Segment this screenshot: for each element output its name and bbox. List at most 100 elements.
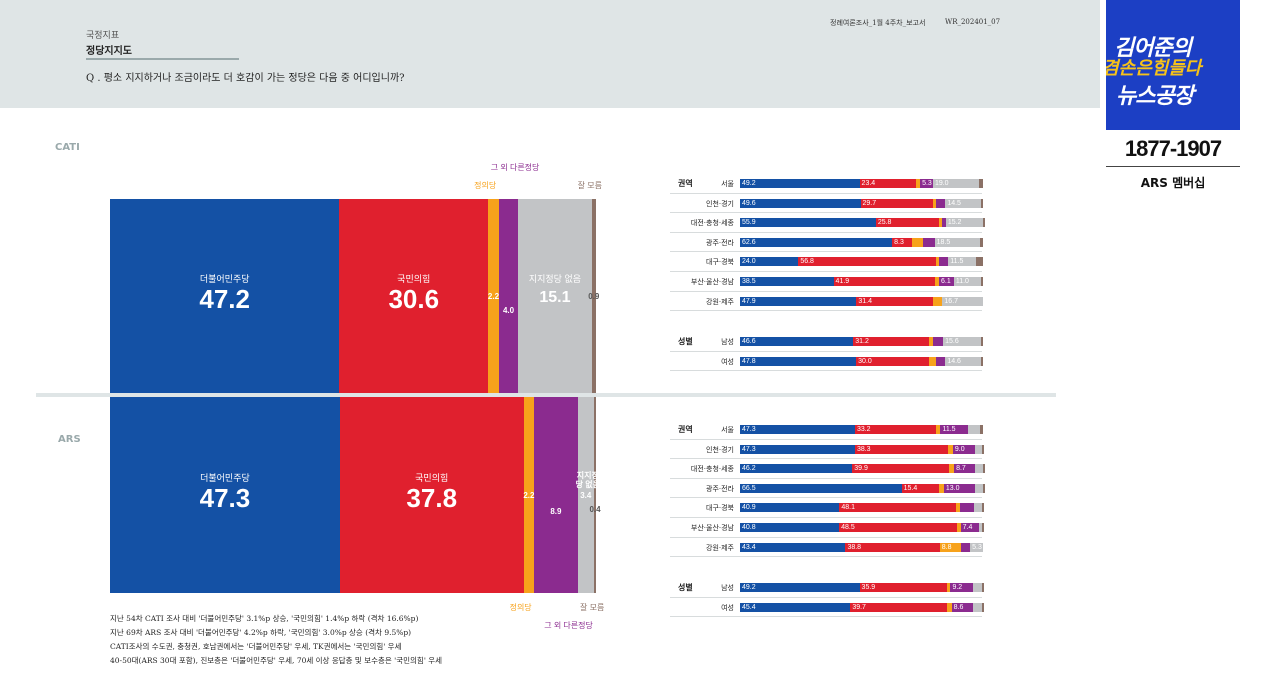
bar-seg-justice [956, 523, 961, 532]
bar-seg-other [923, 237, 935, 247]
row-label: 인천·경기 [706, 445, 734, 454]
bar-seg-ppp: 39.7 [850, 602, 947, 612]
bar-seg-other: 8.7 [954, 464, 976, 474]
callout-dk: 잘 모름 [580, 603, 605, 612]
bar-seg-other [936, 356, 946, 366]
stacked-bar: 47.3 38.3 9.0 [740, 444, 985, 454]
stacked-bar: 38.5 41.9 6.1 11.0 [740, 277, 983, 286]
party-value: 47.2 [199, 284, 250, 314]
bar-seg-dk [981, 337, 984, 346]
bar-seg-dem: 47.8 [740, 356, 857, 366]
row-separator [670, 350, 982, 352]
bar-seg-ppp: 41.9 [833, 277, 936, 286]
bar-seg-ppp: 15.4 [901, 483, 940, 493]
bar-seg-none: 14.6 [945, 356, 981, 366]
bar-seg-dk [980, 425, 983, 434]
bar-seg-dk [976, 257, 983, 267]
bar-seg-dem: 49.2 [740, 583, 860, 592]
subtitle-underline [86, 58, 239, 60]
logo-line2: 겸손은힘들다 [1106, 58, 1202, 79]
bar-seg-justice [938, 218, 943, 228]
row-label: 부산·울산·경남 [690, 524, 734, 532]
row-separator [670, 192, 982, 194]
stacked-bar: 49.6 29.7 14.5 [740, 198, 983, 208]
party-value: 15.1 [539, 289, 571, 306]
bar-seg-justice [929, 356, 937, 366]
bar-seg-none [972, 602, 983, 612]
stacked-bar: 55.9 25.8 15.2 [740, 218, 985, 228]
bar-seg-justice [912, 237, 924, 247]
main-seg-justice [523, 397, 535, 593]
section-label-ars: ARS [58, 434, 81, 445]
row-label: 대전·충청·세종 [690, 465, 734, 474]
bar-seg-dem: 47.3 [740, 444, 855, 454]
main-small-value-dk: 0.9 [588, 292, 600, 301]
party-value: 30.6 [388, 284, 440, 314]
bar-seg-dem: 40.9 [740, 503, 840, 513]
bar-seg-none: 5.3 [970, 542, 983, 552]
bar-seg-none [972, 583, 982, 592]
row-label: 대전·충청·세종 [690, 219, 734, 228]
main-seg-dk [594, 397, 596, 593]
callout-other: 그 외 다른정당 [544, 621, 593, 630]
bar-seg-none [968, 425, 981, 434]
stacked-bar: 45.4 39.7 8.6 [740, 602, 985, 612]
logo-divider [1106, 166, 1240, 167]
row-label: 서울 [721, 426, 734, 434]
bar-seg-ppp: 8.3 [892, 237, 913, 247]
bar-seg-justice [948, 444, 953, 454]
bar-seg-dk [981, 503, 984, 513]
bar-seg-other: 11.5 [940, 425, 969, 434]
party-name: 지지정당 없음 [528, 274, 582, 284]
bar-seg-none [974, 503, 982, 513]
bar-seg-dem: 55.9 [740, 218, 876, 228]
party-name: 더불어민주당 [199, 274, 250, 284]
bar-seg-justice [939, 483, 944, 493]
bar-seg-other [936, 198, 946, 208]
summary-notes: 지난 54차 CATI 조사 대비 '더불어민주당' 3.1%p 상승, '국민… [110, 612, 442, 668]
main-small-value-dk: 0.4 [589, 505, 601, 514]
stacked-bar: 40.8 48.5 7.4 [740, 523, 985, 532]
main-seg-none [518, 199, 592, 393]
bar-seg-other [932, 337, 944, 346]
row-separator [670, 477, 982, 479]
bar-seg-other: 6.1 [939, 277, 954, 286]
bar-seg-other [959, 503, 975, 513]
group-label: 성별 [678, 583, 693, 592]
party-name: 더불어민주당 [200, 473, 250, 483]
bar-seg-dk [982, 464, 985, 474]
bar-seg-dem: 66.5 [740, 483, 902, 493]
main-seg-dem [110, 199, 340, 393]
main-small-value-justice: 2.2 [487, 292, 500, 301]
stacked-bar: 49.2 23.4 5.3 19.0 [740, 179, 983, 188]
main-seg-dk [591, 199, 596, 393]
bar-seg-justice [935, 277, 939, 286]
stacked-bar: 47.3 33.2 11.5 [740, 425, 983, 434]
bar-seg-ppp: 31.4 [856, 296, 933, 306]
doc-code: WR_202401_07 [945, 18, 1001, 26]
party-name: 국민의힘 [415, 473, 449, 483]
row-separator [670, 556, 982, 558]
bar-seg-other: 7.4 [960, 523, 979, 532]
main-seg-ppp [339, 199, 489, 393]
bar-seg-ppp: 38.3 [854, 444, 948, 454]
group-label: 성별 [678, 337, 693, 346]
bar-seg-none: 19.0 [932, 179, 980, 188]
row-separator [670, 290, 982, 292]
main-seg-label-ppp: 국민의힘 30.6 [339, 272, 488, 314]
stacked-bar: 24.0 56.8 11.5 [740, 257, 983, 267]
bar-seg-dk [979, 237, 983, 247]
logo-line1: 김어준의 [1114, 36, 1192, 61]
main-seg-label-none: 지지정당 없음 15.1 [518, 272, 591, 307]
row-label: 대구·경북 [706, 504, 734, 513]
bar-seg-none [975, 464, 983, 474]
survey-question: Q . 평소 지지하거나 조금이라도 더 호감이 가는 정당은 다음 중 어디입… [86, 73, 405, 84]
bar-seg-dem: 46.6 [740, 337, 854, 346]
bar-seg-none: 18.5 [934, 237, 980, 247]
stacked-bar: 47.9 31.4 16.7 [740, 296, 983, 306]
logo-membership: ARS 멤버십 [1140, 176, 1206, 190]
bar-seg-dk [980, 198, 983, 208]
row-label: 남성 [721, 338, 734, 346]
bar-seg-other [961, 542, 971, 552]
bar-seg-dem: 62.6 [740, 237, 893, 247]
